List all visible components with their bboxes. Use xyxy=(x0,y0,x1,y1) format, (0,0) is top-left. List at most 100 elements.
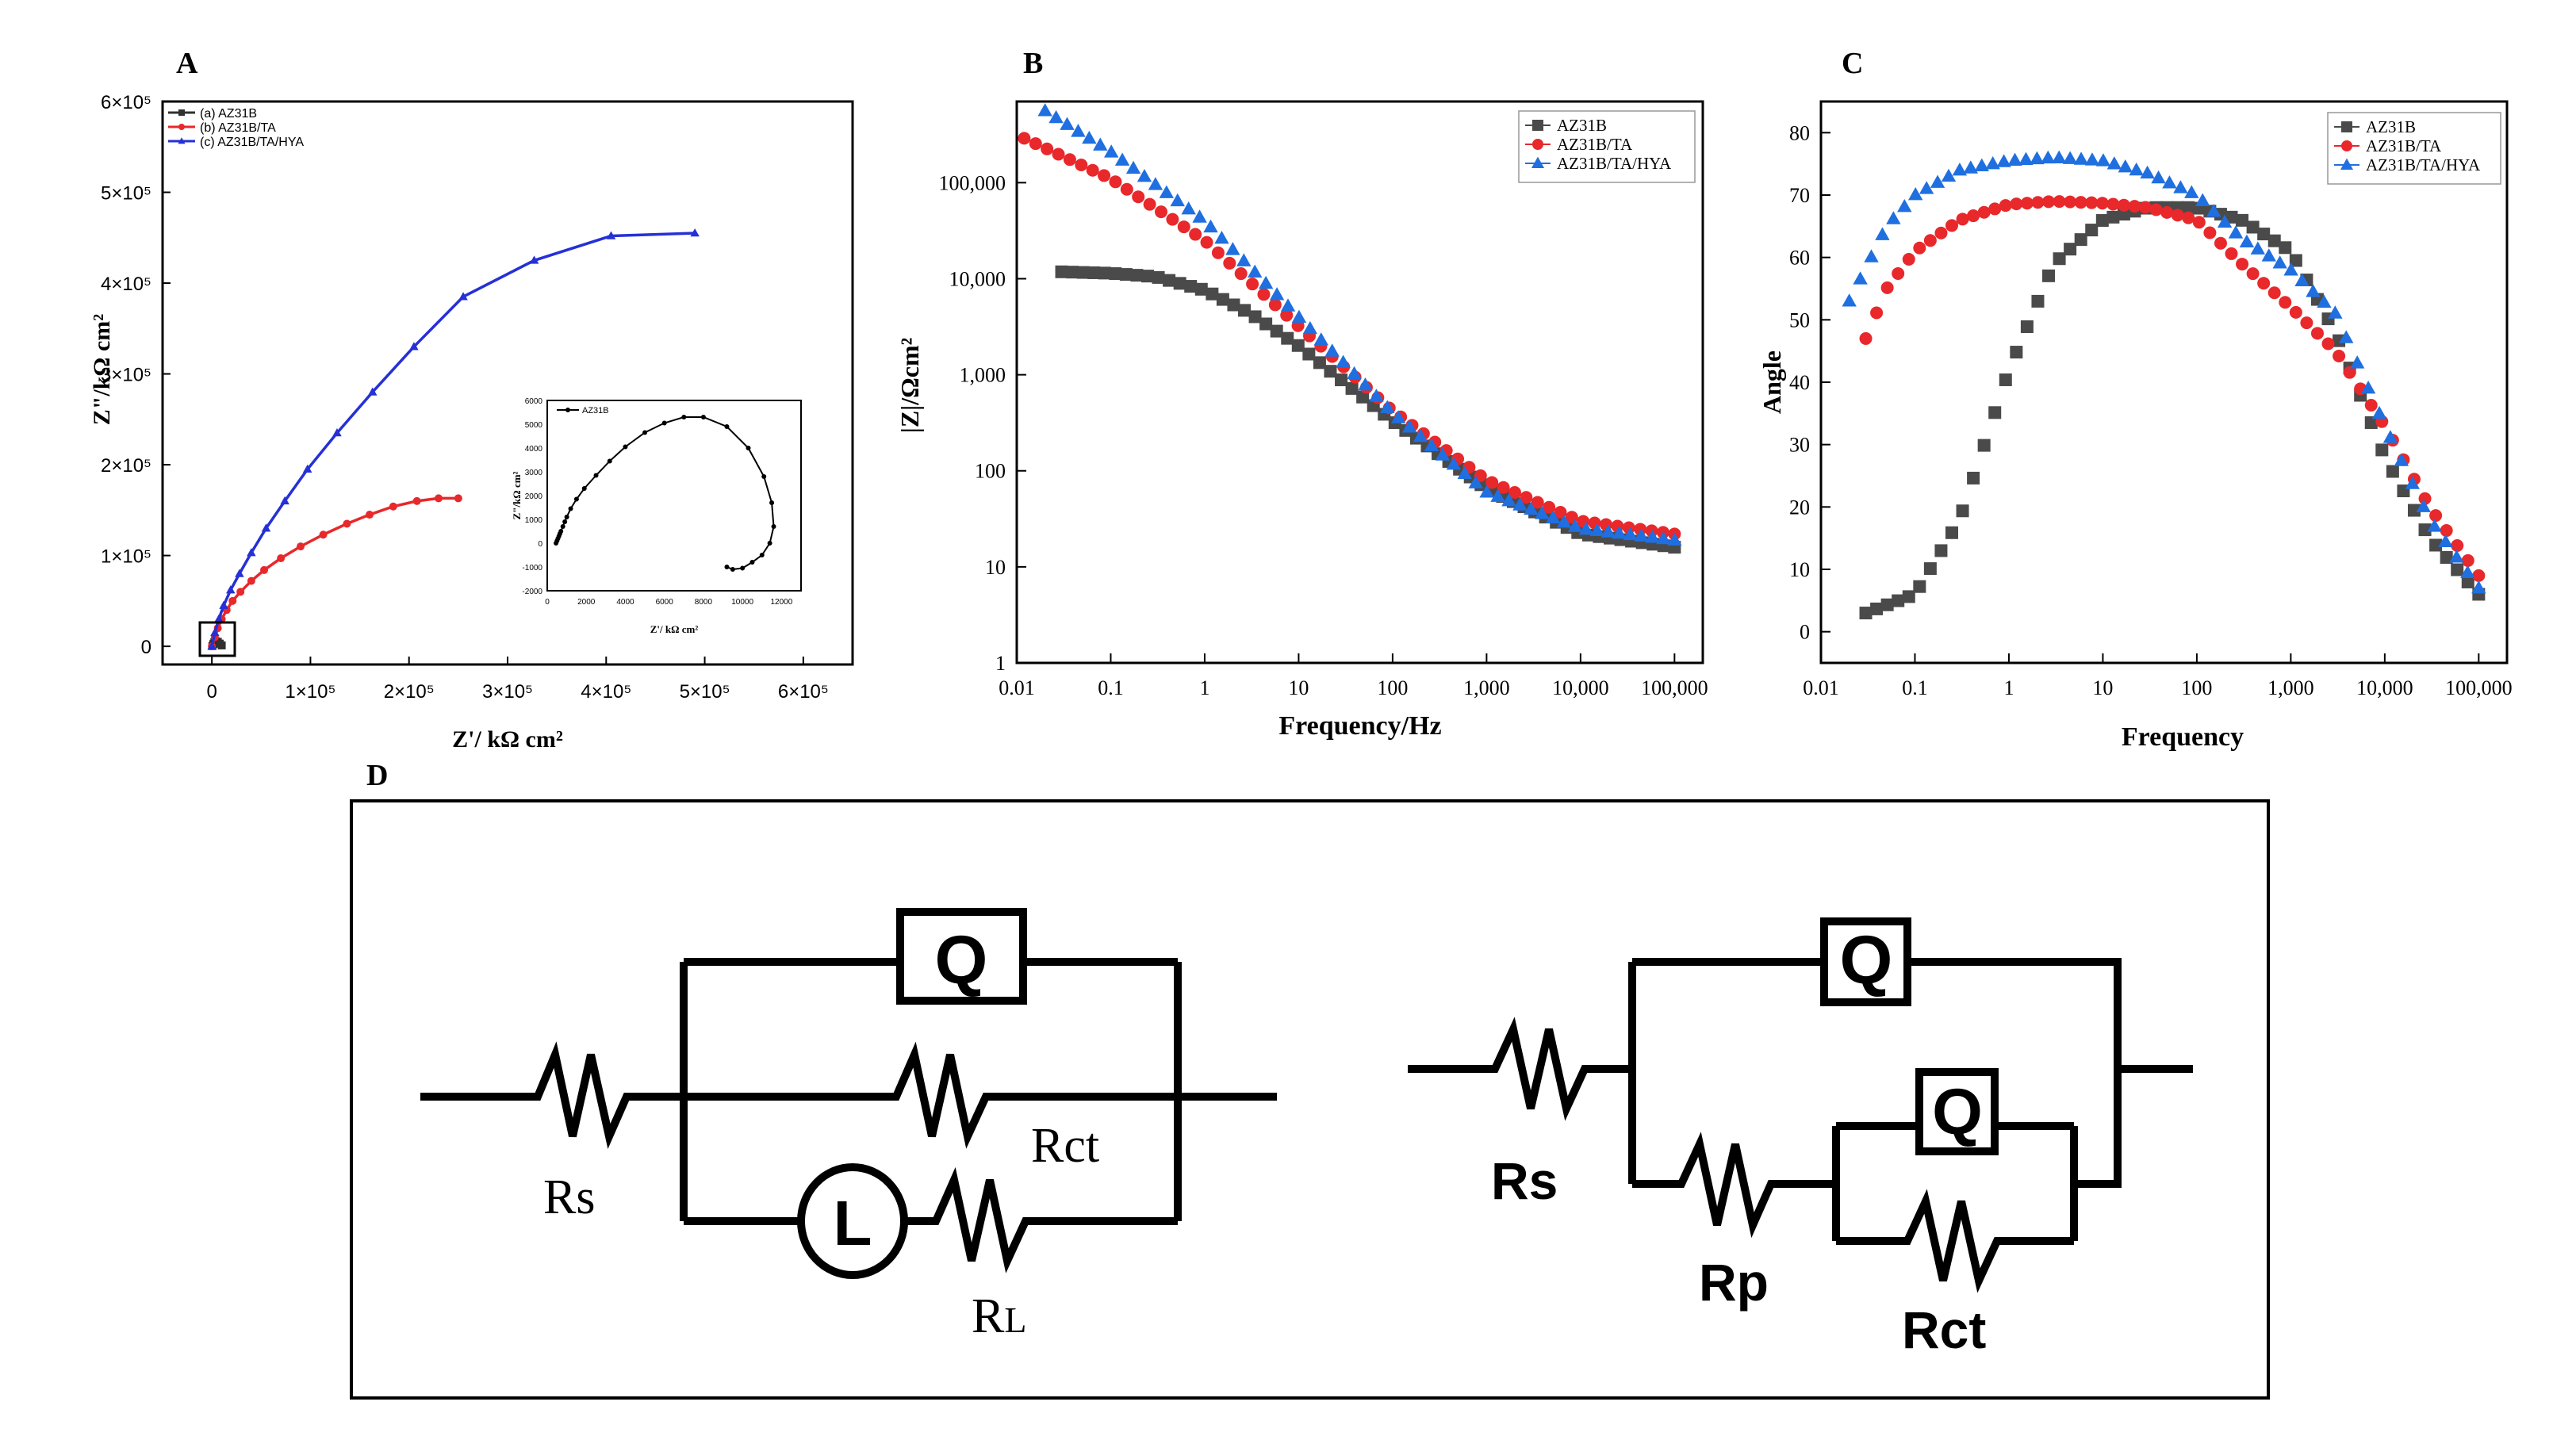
data-point xyxy=(1206,287,1219,301)
data-point xyxy=(2257,277,2271,290)
data-point xyxy=(2042,269,2056,282)
data-point xyxy=(1391,410,1406,423)
y-tick-label-a: 6×10⁵ xyxy=(101,92,151,113)
axis-ticks-c: 0.01 0.1 1 10 100 1,000 10,000 100,000 0 10 20 30 40… xyxy=(1789,121,2513,699)
data-point xyxy=(1578,521,1594,535)
x-axis-label-b: Frequency/Hz xyxy=(1278,711,1441,741)
data-point xyxy=(1468,475,1483,488)
data-point xyxy=(2073,151,2089,165)
x-tick-label-a: 1×10⁵ xyxy=(285,681,335,703)
data-point xyxy=(1246,278,1259,291)
data-point xyxy=(1302,320,1318,335)
inset-data-point xyxy=(558,529,564,534)
data-point xyxy=(1189,228,1202,241)
data-point xyxy=(1148,177,1163,190)
panel-label-b: B xyxy=(1023,47,1043,80)
data-point xyxy=(2349,355,2365,369)
data-point xyxy=(1268,298,1282,312)
y-tick-label: 100,000 xyxy=(939,171,1006,194)
data-point xyxy=(1556,515,1572,528)
data-point-a xyxy=(389,502,397,511)
legend-label-a: (b) AZ31B/TA xyxy=(200,121,276,135)
y-tick-label: 10,000 xyxy=(949,267,1006,290)
data-point xyxy=(1270,324,1283,338)
data-point xyxy=(2371,405,2387,419)
inset-data-point xyxy=(593,473,599,478)
y-axis-label-c: Angle xyxy=(1758,350,1786,414)
data-point xyxy=(2386,465,2399,478)
x-tick-label: 10,000 xyxy=(1552,676,1609,699)
data-point-a xyxy=(529,255,539,264)
x-tick-label-a: 4×10⁵ xyxy=(581,681,631,703)
inset-y-tick-label: -1000 xyxy=(522,564,542,573)
data-point-a xyxy=(235,569,244,577)
data-point xyxy=(2062,151,2078,164)
data-point xyxy=(1234,267,1248,281)
data-point xyxy=(1109,175,1122,189)
data-point xyxy=(1052,147,1065,161)
data-point xyxy=(2451,538,2464,552)
data-point xyxy=(1941,168,1957,182)
x-tick-label: 0.1 xyxy=(1902,676,1928,699)
data-point xyxy=(2128,200,2141,213)
data-point xyxy=(2042,195,2056,209)
data-point xyxy=(1967,209,1980,223)
data-point xyxy=(2300,316,2313,330)
data-point xyxy=(2214,236,2227,250)
inset-y-tick-label: 6000 xyxy=(525,397,543,406)
panel-d: D Q L Rs Rct RL xyxy=(350,759,2270,1400)
data-point xyxy=(1269,287,1285,301)
l-label: L xyxy=(834,1188,872,1258)
inset-legend-label: AZ31B xyxy=(582,406,609,416)
q-label-right-inner: Q xyxy=(1932,1076,1983,1148)
legend-marker-a xyxy=(178,137,186,144)
data-point xyxy=(1291,309,1307,323)
data-point xyxy=(1313,332,1328,346)
x-tick-label: 1 xyxy=(2003,676,2014,699)
data-point xyxy=(2343,366,2356,379)
data-point xyxy=(1259,317,1273,331)
data-point xyxy=(2272,255,2287,269)
data-point xyxy=(2317,294,2332,308)
x-tick-label: 1,000 xyxy=(2267,676,2314,699)
y-tick-label: 100 xyxy=(975,460,1006,483)
inset-plot: 0 2000 4000 6000 8000 10000 12000 -2000 -1000 0 10… xyxy=(511,397,802,635)
data-point xyxy=(2364,416,2378,429)
circuit-frame xyxy=(350,799,2270,1400)
data-point-a xyxy=(280,496,289,505)
x-tick-label: 10 xyxy=(2092,676,2113,699)
inset-data-point xyxy=(749,560,755,565)
data-point xyxy=(2306,284,2321,297)
data-point xyxy=(1934,544,1948,557)
data-point xyxy=(1018,132,1031,145)
legend-marker xyxy=(2340,158,2354,170)
data-point-a xyxy=(207,641,217,650)
legend-label: AZ31B/TA/HYA xyxy=(1557,154,1672,173)
panel-c: C 0.01 0.1 1 10 100 1,000 10,000 100,000 0 10 20 30… xyxy=(1758,47,2513,752)
data-point xyxy=(2173,180,2188,193)
data-point xyxy=(2106,197,2120,211)
data-point xyxy=(1048,109,1064,124)
inductor-l xyxy=(797,1163,908,1279)
data-point-a xyxy=(319,530,328,539)
data-point xyxy=(2041,150,2056,164)
x-tick-label-a: 3×10⁵ xyxy=(482,681,533,703)
data-point xyxy=(1913,580,1926,593)
data-point xyxy=(2182,211,2195,224)
y-tick-label: 80 xyxy=(1789,121,1810,144)
data-point xyxy=(1589,523,1605,537)
data-point xyxy=(2267,286,2281,300)
data-point xyxy=(1075,158,1088,171)
legend-label: AZ31B/TA/HYA xyxy=(2366,155,2481,174)
data-point xyxy=(1501,492,1516,507)
axis-ticks-b: 0.01 0.1 1 10 100 1,000 10,000 100,000 1 10 100 1,0… xyxy=(939,171,1708,699)
plot-frame-b xyxy=(1015,100,1704,664)
data-point xyxy=(2460,565,2475,578)
x-tick-label: 0.01 xyxy=(999,676,1035,699)
q-element-right-top xyxy=(1820,917,1911,1006)
data-point xyxy=(1125,160,1141,174)
data-point xyxy=(2339,330,2354,343)
data-point xyxy=(2020,197,2034,210)
data-point xyxy=(1512,497,1528,511)
